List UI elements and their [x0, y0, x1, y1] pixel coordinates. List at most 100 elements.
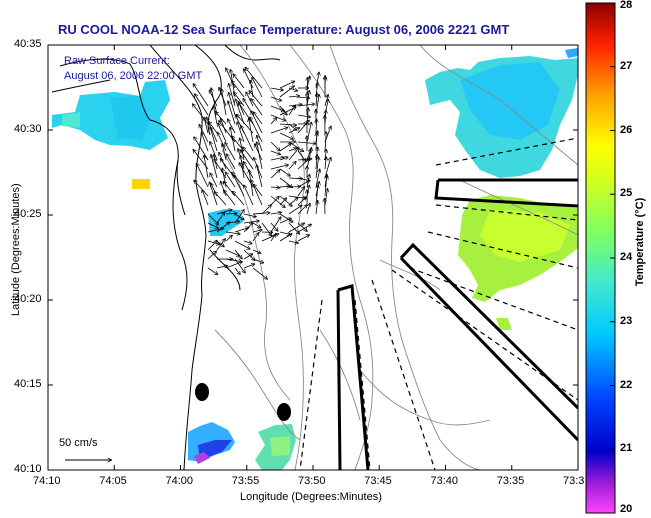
- current-vector: [270, 118, 277, 125]
- current-vector: [229, 84, 236, 107]
- current-vector: [288, 223, 304, 233]
- current-vector: [297, 104, 314, 107]
- current-vector: [216, 222, 230, 233]
- current-vector: [243, 249, 255, 260]
- current-vector: [324, 189, 328, 206]
- current-vector: [243, 223, 253, 233]
- current-vector: [316, 133, 317, 152]
- colorbar-tick-label: 22: [620, 378, 633, 391]
- current-vector: [218, 124, 227, 143]
- current-vector: [244, 186, 254, 206]
- current-vector: [233, 74, 245, 89]
- current-vector: [222, 89, 227, 116]
- current-vector: [224, 190, 236, 206]
- current-vector: [207, 251, 216, 260]
- current-vector: [279, 186, 290, 187]
- x-axis-label: Longitude (Degrees:Minutes): [240, 491, 382, 503]
- current-vector: [234, 267, 240, 274]
- current-vector: [297, 197, 306, 206]
- current-vector: [325, 157, 326, 170]
- current-vector: [288, 148, 299, 161]
- current-vector: [225, 249, 240, 256]
- current-vector: [210, 182, 218, 206]
- current-vector: [240, 150, 254, 170]
- sst-patch-yellow: [132, 179, 150, 189]
- current-vector: [202, 133, 209, 152]
- current-vector: [234, 210, 244, 224]
- current-vector: [306, 204, 310, 215]
- current-vector: [249, 119, 254, 143]
- current-vector: [243, 254, 252, 260]
- current-vector: [251, 99, 263, 116]
- current-vector: [270, 195, 285, 207]
- current-vector: [297, 222, 307, 231]
- current-vector: [216, 240, 224, 247]
- colorbar-tick-label: 20: [620, 503, 633, 515]
- current-vector: [193, 84, 209, 107]
- current-vector: [241, 156, 245, 179]
- current-vector: [261, 234, 279, 242]
- colorbar-tick-label: 26: [620, 123, 633, 136]
- y-axis-ticks: [48, 44, 578, 471]
- x-tick-label: 73:45: [364, 475, 392, 487]
- current-vector: [270, 150, 280, 154]
- current-vector: [244, 69, 254, 89]
- current-vector: [288, 128, 299, 134]
- current-vector: [239, 103, 254, 125]
- current-vector: [270, 114, 285, 121]
- current-vector: [325, 132, 326, 152]
- current-vector: [195, 94, 209, 116]
- current-vector: [279, 157, 288, 161]
- current-vector: [279, 231, 290, 235]
- current-vector: [235, 99, 245, 125]
- current-vector: [270, 170, 280, 179]
- current-vector: [288, 162, 296, 170]
- current-legend-line2: August 06, 2006 22:00 GMT: [64, 70, 203, 82]
- current-vector: [244, 162, 254, 179]
- current-vector: [257, 165, 263, 188]
- current-vector: [210, 173, 218, 188]
- current-vector: [225, 236, 232, 242]
- current-vector: [279, 105, 287, 115]
- x-tick-label: 73:35: [496, 475, 525, 487]
- y-tick-label: 40:10: [14, 463, 42, 475]
- current-vector: [297, 181, 310, 188]
- current-vector: [288, 205, 302, 215]
- current-vector: [297, 235, 309, 242]
- current-vector: [297, 187, 304, 197]
- map-title: RU COOL NOAA-12 Sea Surface Temperature:…: [58, 22, 510, 37]
- current-vector: [215, 192, 227, 206]
- current-vector: [225, 143, 236, 161]
- current-vector: [297, 159, 309, 170]
- y-tick-label: 40:30: [14, 123, 42, 135]
- current-vector: [225, 262, 242, 269]
- current-vector: [226, 172, 236, 188]
- current-vector: [288, 241, 298, 243]
- current-vector: [257, 142, 263, 170]
- current-vector: [270, 197, 279, 206]
- current-vector: [252, 78, 263, 98]
- current-vector: [316, 201, 318, 215]
- current-vector: [246, 92, 254, 107]
- current-vector: [270, 105, 285, 111]
- colorbar-tick-label: 27: [620, 59, 633, 72]
- station-dot: [277, 403, 291, 421]
- current-vector: [214, 159, 227, 179]
- current-vector: [243, 241, 252, 244]
- current-vector: [288, 123, 296, 130]
- current-vector: [237, 115, 254, 134]
- current-vector: [228, 119, 236, 134]
- current-vector: [252, 267, 267, 279]
- current-vector: [270, 141, 280, 151]
- colorbar-tick-label: 24: [620, 251, 633, 263]
- x-tick-label: 73:3: [563, 475, 585, 487]
- current-vector: [288, 198, 298, 206]
- current-vector: [252, 230, 262, 232]
- current-vector: [270, 128, 287, 134]
- current-vector: [234, 228, 249, 233]
- current-vector: [279, 168, 290, 176]
- current-vector: [279, 198, 286, 206]
- current-vector: [254, 112, 263, 125]
- radial-dashed-lines: [299, 137, 578, 470]
- current-vector: [233, 175, 245, 197]
